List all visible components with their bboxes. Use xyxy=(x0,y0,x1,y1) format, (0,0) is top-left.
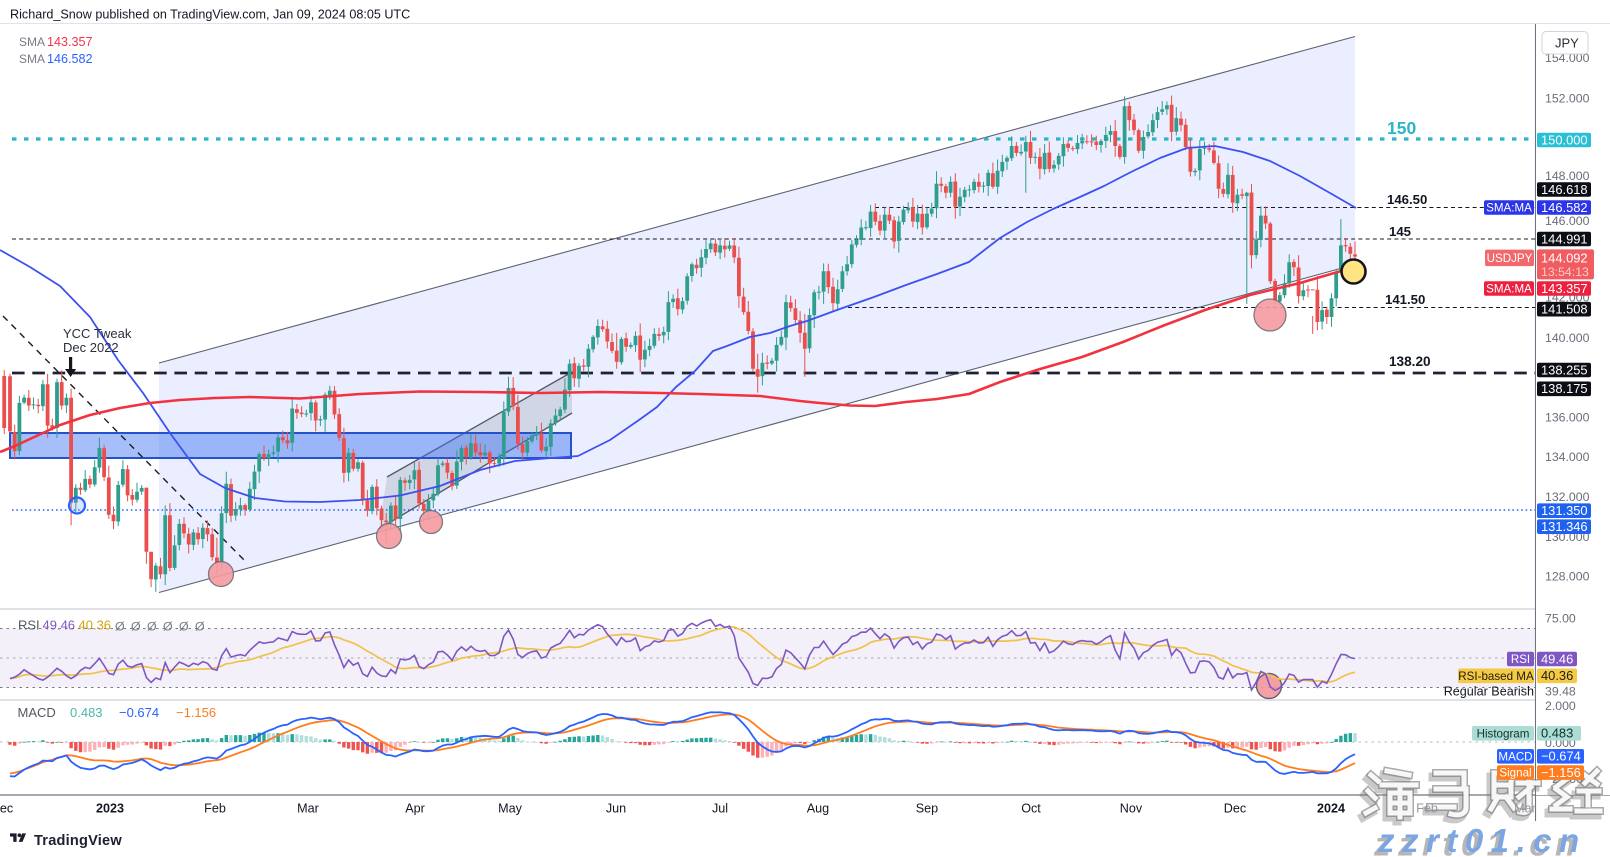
svg-text:131.346: 131.346 xyxy=(1541,519,1588,534)
svg-text:Apr: Apr xyxy=(405,802,425,816)
svg-text:Jul: Jul xyxy=(712,802,728,816)
svg-text:−0.674: −0.674 xyxy=(119,705,159,720)
svg-text:138.20: 138.20 xyxy=(1389,354,1431,369)
svg-text:Dec: Dec xyxy=(0,802,13,816)
svg-text:Signal: Signal xyxy=(1499,767,1531,780)
svg-text:MACD: MACD xyxy=(1498,750,1532,763)
svg-text:SMA:MA: SMA:MA xyxy=(1486,283,1532,296)
svg-text:SMA: SMA xyxy=(19,35,45,49)
svg-text:140.000: 140.000 xyxy=(1545,331,1590,345)
svg-text:146.582: 146.582 xyxy=(47,52,93,66)
svg-text:146.618: 146.618 xyxy=(1541,182,1588,197)
svg-text:Richard_Snow published on Trad: Richard_Snow published on TradingView.co… xyxy=(10,8,410,22)
svg-text:Sep: Sep xyxy=(916,802,938,816)
svg-text:May: May xyxy=(498,802,522,816)
svg-text:131.350: 131.350 xyxy=(1541,503,1588,518)
svg-text:RSI: RSI xyxy=(18,618,40,633)
svg-text:Ø: Ø xyxy=(195,620,205,634)
svg-text:−1.156: −1.156 xyxy=(176,705,216,720)
svg-text:Regular Bearish: Regular Bearish xyxy=(1444,684,1534,698)
svg-text:Mar: Mar xyxy=(1514,802,1536,816)
svg-text:154.000: 154.000 xyxy=(1545,51,1590,65)
svg-text:SMA: SMA xyxy=(19,52,45,66)
svg-text:146.000: 146.000 xyxy=(1545,214,1590,228)
svg-text:75.00: 75.00 xyxy=(1545,612,1576,626)
svg-text:143.357: 143.357 xyxy=(1541,281,1588,296)
svg-text:zzrt01.cn: zzrt01.cn xyxy=(1373,826,1583,857)
svg-text:144.991: 144.991 xyxy=(1541,231,1588,246)
svg-text:Mar: Mar xyxy=(297,802,319,816)
svg-text:145: 145 xyxy=(1389,224,1411,239)
svg-text:Histogram: Histogram xyxy=(1477,727,1530,740)
svg-text:40.36: 40.36 xyxy=(1541,668,1573,683)
svg-text:150: 150 xyxy=(1387,118,1416,138)
svg-text:TradingView: TradingView xyxy=(34,833,122,849)
svg-text:Ø: Ø xyxy=(131,620,141,634)
svg-text:141.50: 141.50 xyxy=(1385,292,1425,307)
svg-text:Feb: Feb xyxy=(1416,802,1438,816)
svg-text:RSI-based MA: RSI-based MA xyxy=(1458,670,1534,683)
svg-text:49.46: 49.46 xyxy=(43,618,76,633)
svg-text:39.48: 39.48 xyxy=(1545,684,1576,698)
svg-text:138.255: 138.255 xyxy=(1541,362,1588,377)
svg-text:136.000: 136.000 xyxy=(1545,411,1590,425)
svg-text:146.582: 146.582 xyxy=(1541,200,1588,215)
svg-text:SMA:MA: SMA:MA xyxy=(1486,202,1532,215)
svg-text:Ø: Ø xyxy=(147,620,157,634)
svg-text:143.357: 143.357 xyxy=(47,35,93,49)
svg-text:YCC Tweak: YCC Tweak xyxy=(63,326,132,341)
svg-text:JPY: JPY xyxy=(1555,36,1579,51)
svg-text:MACD: MACD xyxy=(18,705,56,720)
svg-text:zzrt01.cn: zzrt01.cn xyxy=(1377,822,1587,857)
svg-text:150.000: 150.000 xyxy=(1541,132,1588,147)
svg-text:141.508: 141.508 xyxy=(1541,302,1588,317)
svg-text:Jun: Jun xyxy=(606,802,626,816)
svg-text:0.483: 0.483 xyxy=(1541,726,1573,741)
svg-text:2.000: 2.000 xyxy=(1545,699,1576,713)
svg-text:Oct: Oct xyxy=(1021,802,1041,816)
svg-text:−0.674: −0.674 xyxy=(1541,749,1581,764)
svg-text:Nov: Nov xyxy=(1120,802,1143,816)
svg-text:138.175: 138.175 xyxy=(1541,381,1588,396)
svg-text:134.000: 134.000 xyxy=(1545,450,1590,464)
svg-text:−1.156: −1.156 xyxy=(1541,765,1581,780)
svg-text:146.50: 146.50 xyxy=(1387,192,1427,207)
svg-text:Feb: Feb xyxy=(204,802,226,816)
svg-text:144.092: 144.092 xyxy=(1541,250,1588,265)
svg-text:0.483: 0.483 xyxy=(70,705,103,720)
svg-text:128.000: 128.000 xyxy=(1545,570,1590,584)
svg-text:RSI: RSI xyxy=(1511,653,1530,666)
svg-text:Ø: Ø xyxy=(163,620,173,634)
svg-text:148.000: 148.000 xyxy=(1545,169,1590,183)
svg-text:2023: 2023 xyxy=(96,802,124,816)
svg-text:40.36: 40.36 xyxy=(79,618,112,633)
svg-text:Ø: Ø xyxy=(115,620,125,634)
svg-text:Dec: Dec xyxy=(1224,802,1246,816)
svg-text:13:54:13: 13:54:13 xyxy=(1541,265,1589,279)
svg-text:USDJPY: USDJPY xyxy=(1487,252,1533,265)
svg-text:2024: 2024 xyxy=(1317,802,1345,816)
svg-text:49.46: 49.46 xyxy=(1541,651,1573,666)
svg-text:Ø: Ø xyxy=(179,620,189,634)
svg-text:132.000: 132.000 xyxy=(1545,490,1590,504)
svg-text:Dec 2022: Dec 2022 xyxy=(63,340,119,355)
svg-text:Aug: Aug xyxy=(807,802,829,816)
svg-text:152.000: 152.000 xyxy=(1545,92,1590,106)
